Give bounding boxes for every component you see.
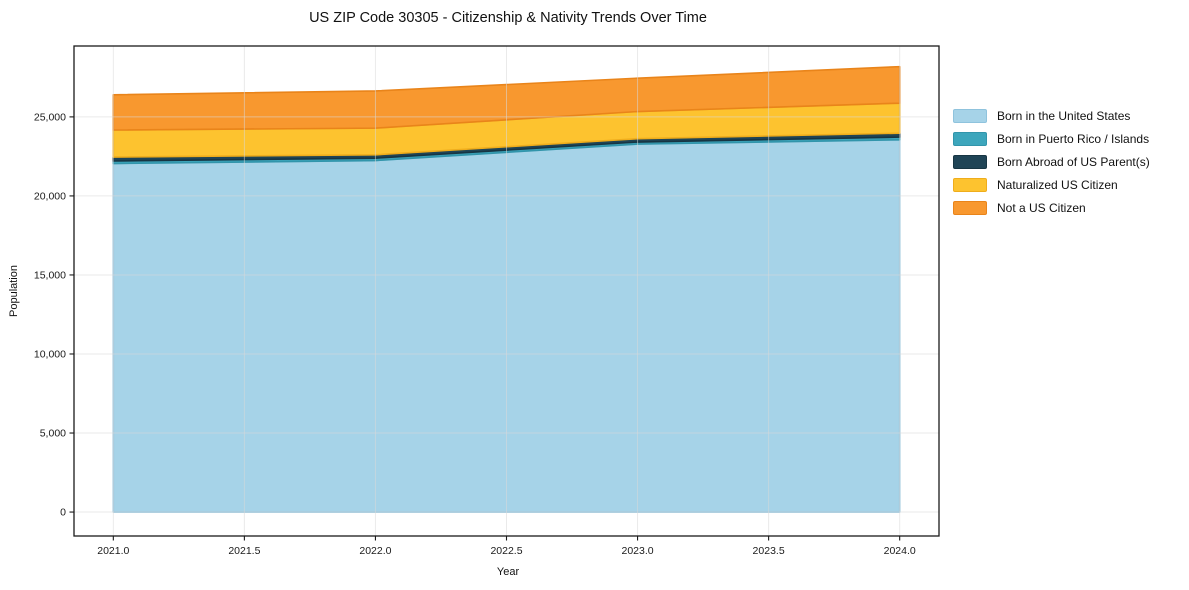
y-tick-label: 10,000 (34, 348, 66, 360)
y-tick-label: 5,000 (40, 428, 66, 440)
x-tick-label: 2023.0 (621, 545, 653, 557)
legend-label: Born in the United States (997, 108, 1131, 123)
x-tick-label: 2022.5 (490, 545, 522, 557)
x-tick-label: 2021.5 (228, 545, 260, 557)
legend-swatch-born-abroad (953, 154, 987, 169)
legend-swatch-naturalized (953, 177, 987, 192)
legend-swatch-puerto-rico (953, 131, 987, 146)
y-tick-label: 25,000 (34, 111, 66, 123)
legend-item: Born Abroad of US Parent(s) (953, 150, 1150, 173)
legend-label: Naturalized US Citizen (997, 177, 1118, 192)
legend-item: Naturalized US Citizen (953, 173, 1150, 196)
legend-item: Born in the United States (953, 104, 1150, 127)
y-tick-label: 0 (60, 507, 66, 519)
x-tick-label: 2021.0 (97, 545, 129, 557)
legend-swatch-born-us (953, 108, 987, 123)
x-tick-label: 2023.5 (753, 545, 785, 557)
legend-swatch-not-citizen (953, 200, 987, 215)
chart-title: US ZIP Code 30305 - Citizenship & Nativi… (309, 10, 707, 26)
legend-label: Not a US Citizen (997, 200, 1086, 215)
legend: Born in the United States Born in Puerto… (953, 104, 1150, 219)
y-axis-label: Population (8, 265, 20, 317)
legend-label: Born Abroad of US Parent(s) (997, 154, 1150, 169)
x-tick-label: 2024.0 (884, 545, 916, 557)
x-tick-label: 2022.0 (359, 545, 391, 557)
y-tick-label: 20,000 (34, 190, 66, 202)
legend-label: Born in Puerto Rico / Islands (997, 131, 1150, 146)
legend-item: Born in Puerto Rico / Islands (953, 127, 1150, 150)
legend-item: Not a US Citizen (953, 196, 1150, 219)
x-axis-label: Year (496, 566, 520, 578)
y-tick-label: 15,000 (34, 269, 66, 281)
